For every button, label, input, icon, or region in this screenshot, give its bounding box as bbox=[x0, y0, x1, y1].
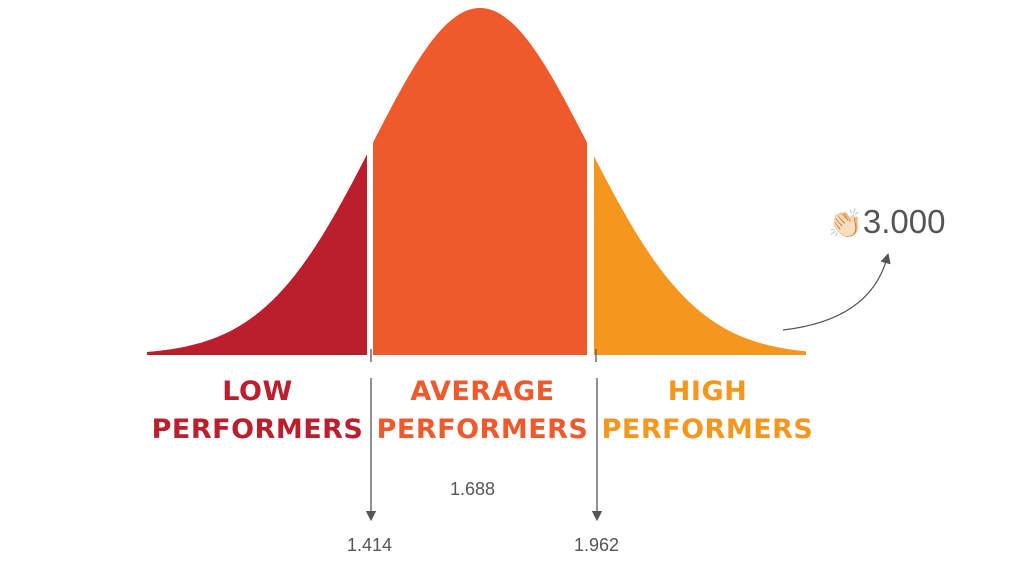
average-performers-label: AVERAGE PERFORMERS bbox=[375, 373, 590, 449]
clap-count: 3.000 bbox=[862, 203, 946, 240]
average-performers-line1: AVERAGE bbox=[410, 376, 555, 407]
low-performers-area bbox=[147, 154, 367, 355]
average-value: 1.688 bbox=[450, 479, 496, 499]
average-performers-line2: PERFORMERS bbox=[376, 414, 589, 445]
growth-arrow bbox=[782, 252, 891, 331]
low-performers-line1: LOW bbox=[222, 376, 293, 407]
high-performers-label: HIGH PERFORMERS bbox=[600, 373, 815, 449]
clap-counter: 👏🏻3.000 bbox=[828, 203, 945, 241]
high-performers-line2: PERFORMERS bbox=[601, 414, 814, 445]
low-threshold-value: 1.414 bbox=[347, 535, 393, 555]
high-threshold-value: 1.962 bbox=[574, 535, 620, 555]
average-performers-area bbox=[373, 8, 587, 355]
high-performers-area bbox=[594, 156, 806, 355]
clapping-hands-icon: 👏🏻 bbox=[828, 208, 863, 239]
low-performers-label: LOW PERFORMERS bbox=[150, 373, 365, 449]
high-performers-line1: HIGH bbox=[667, 376, 748, 407]
low-performers-line2: PERFORMERS bbox=[151, 414, 364, 445]
